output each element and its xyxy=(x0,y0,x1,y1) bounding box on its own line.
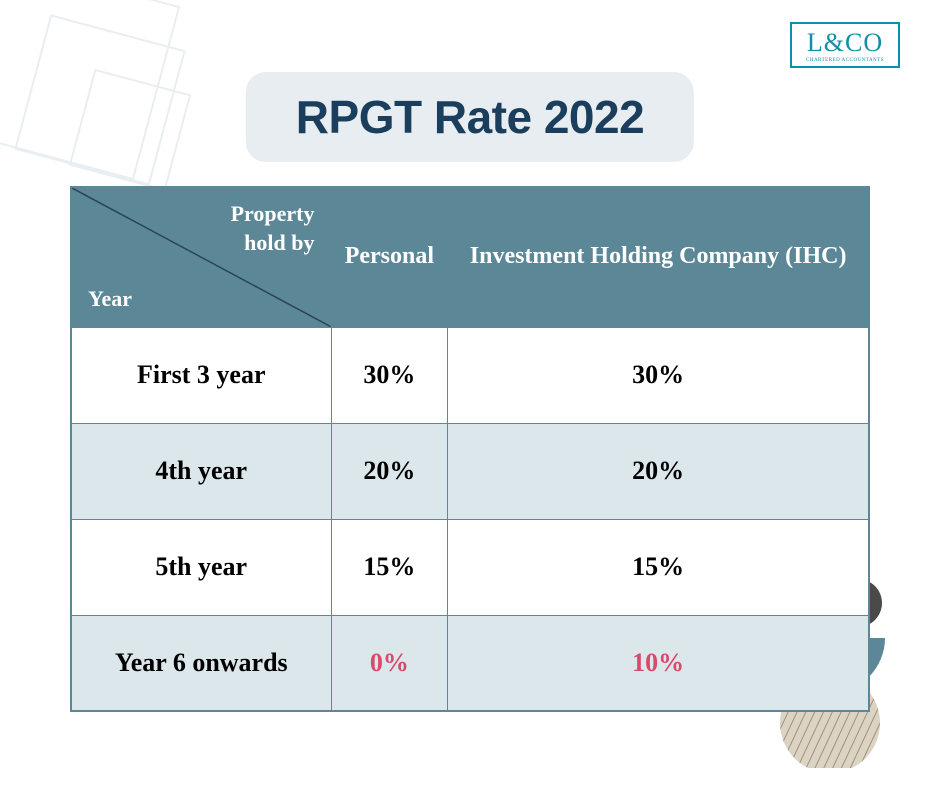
title-pill: RPGT Rate 2022 xyxy=(246,72,694,162)
header-personal: Personal xyxy=(331,187,448,327)
header-bottom-label: Year xyxy=(88,284,132,315)
cell-year: Year 6 onwards xyxy=(71,615,331,711)
cell-personal: 0% xyxy=(331,615,448,711)
cell-ihc: 10% xyxy=(448,615,869,711)
table-row: Year 6 onwards0%10% xyxy=(71,615,869,711)
cell-ihc: 30% xyxy=(448,327,869,423)
header-diagonal-cell: Propertyhold by Year xyxy=(71,187,331,327)
brand-logo: L&CO CHARTERED ACCOUNTANTS xyxy=(790,22,900,68)
cell-personal: 20% xyxy=(331,423,448,519)
table-row: 4th year20%20% xyxy=(71,423,869,519)
cell-year: 4th year xyxy=(71,423,331,519)
cell-ihc: 15% xyxy=(448,519,869,615)
cell-personal: 30% xyxy=(331,327,448,423)
page-title: RPGT Rate 2022 xyxy=(296,90,644,144)
header-ihc: Investment Holding Company (IHC) xyxy=(448,187,869,327)
logo-subtitle: CHARTERED ACCOUNTANTS xyxy=(806,58,884,63)
table-row: First 3 year30%30% xyxy=(71,327,869,423)
cell-year: 5th year xyxy=(71,519,331,615)
logo-brand-text: L&CO xyxy=(806,30,884,56)
cell-ihc: 20% xyxy=(448,423,869,519)
cell-personal: 15% xyxy=(331,519,448,615)
table-row: 5th year15%15% xyxy=(71,519,869,615)
table-body: First 3 year30%30%4th year20%20%5th year… xyxy=(71,327,869,711)
rpgt-rate-table: Propertyhold by Year Personal Investment… xyxy=(70,186,870,712)
table-header-row: Propertyhold by Year Personal Investment… xyxy=(71,187,869,327)
cell-year: First 3 year xyxy=(71,327,331,423)
header-top-label: Propertyhold by xyxy=(231,200,315,257)
rpgt-table-container: Propertyhold by Year Personal Investment… xyxy=(70,186,870,712)
